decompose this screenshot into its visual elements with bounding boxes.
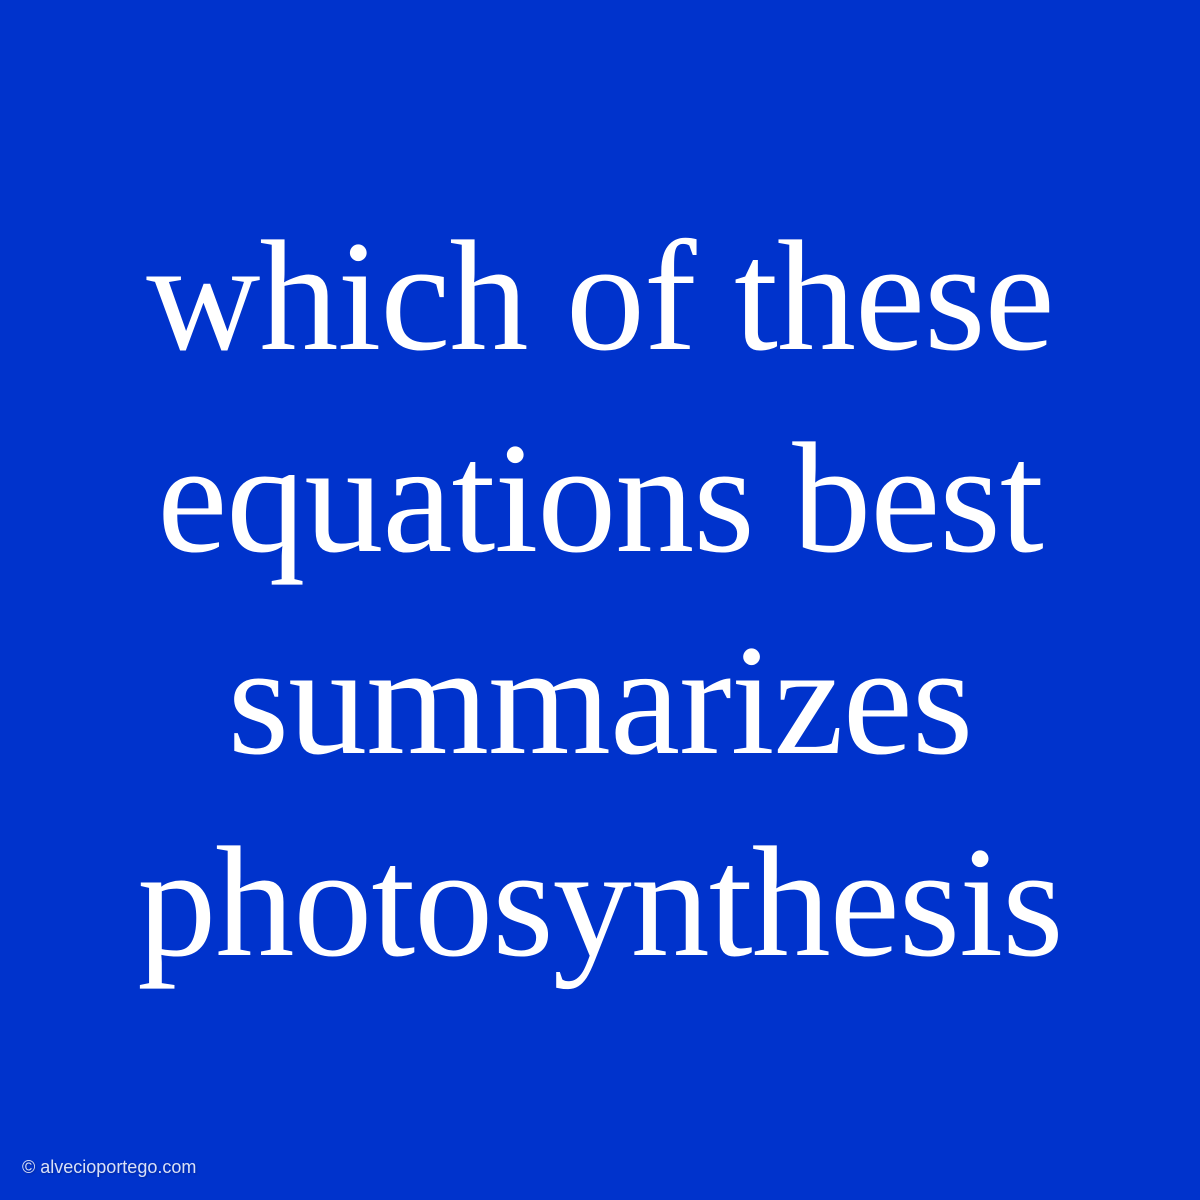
watermark-text: © alvecioportego.com: [22, 1157, 196, 1178]
main-question-text: which of these equations best summarizes…: [40, 196, 1160, 1005]
content-wrapper: which of these equations best summarizes…: [0, 0, 1200, 1200]
